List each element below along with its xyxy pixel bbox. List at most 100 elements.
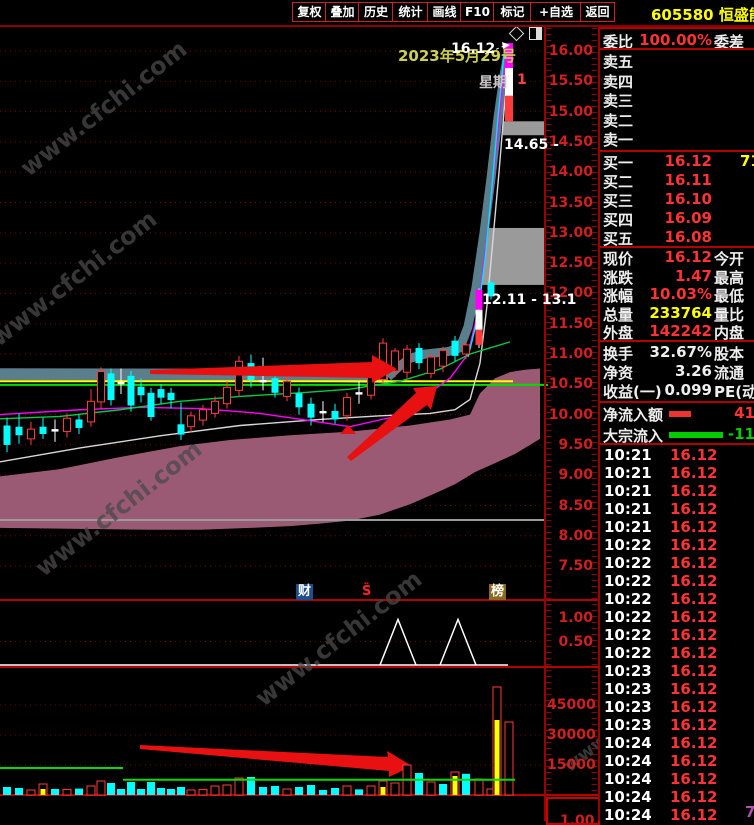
buy-triangle-marker (340, 425, 356, 434)
trade-tick-row[interactable]: 10:21 16.12 (600, 482, 754, 500)
stock-title: 605580 恒盛能源 (651, 4, 754, 25)
tick-price: 16.12 (670, 680, 718, 698)
ask-row[interactable]: 卖四 (600, 71, 754, 91)
ma-line-white (0, 56, 510, 463)
candle-down (177, 424, 185, 435)
trade-tick-row[interactable]: 10:23 16.12 (600, 716, 754, 734)
candle-down (107, 373, 115, 401)
tick-time: 10:22 (604, 626, 652, 644)
trade-tick-row[interactable]: 10:22 16.12 (600, 644, 754, 662)
stat-row: 外盘 142242 内盘 (600, 322, 754, 343)
stat-right-label: 最高 (714, 268, 745, 287)
price-axis-label: 11.00 (548, 346, 593, 362)
tick-price: 16.12 (670, 536, 718, 554)
pane-badge[interactable]: 榜 (489, 584, 507, 600)
bid-row[interactable]: 买一 16.12 71 (600, 152, 754, 172)
trade-tick-row[interactable]: 10:23 16.12 (600, 662, 754, 680)
pane-badge[interactable]: 财 (296, 584, 314, 600)
volume-bar-down (331, 788, 339, 795)
pane-badge[interactable]: Ŝ (362, 584, 372, 599)
tick-price: 16.12 (670, 626, 718, 644)
tick-time: 10:22 (604, 608, 652, 626)
trade-tick-row[interactable]: 10:24 16.12 (600, 770, 754, 788)
candle-down (75, 419, 83, 428)
trade-tick-row[interactable]: 10:24 16.12 (600, 806, 754, 821)
stat-value: 1.47 (674, 266, 712, 285)
panel-divider (600, 401, 754, 403)
toolbar-button[interactable]: 历史 (358, 2, 394, 22)
gap-zone-box (481, 227, 545, 285)
price-axis-label: 15.00 (548, 103, 593, 120)
tick-price: 16.12 (670, 608, 718, 626)
ask-row[interactable]: 卖三 (600, 90, 754, 110)
trade-tick-row[interactable]: 10:21 16.12 (600, 446, 754, 464)
bid-row[interactable]: 买三 16.10 (600, 190, 754, 210)
stat-value: 10.03% (649, 285, 712, 304)
volume-axis-label: 15000 (547, 757, 596, 773)
candle-down (157, 389, 165, 398)
candle-up (63, 417, 71, 433)
toolbar-button[interactable]: 画线 (427, 2, 462, 22)
toolbar-button[interactable]: 标记 (493, 2, 532, 22)
ask-row[interactable]: 卖五 (600, 51, 754, 71)
stat-right-label: 内盘 (714, 324, 745, 343)
trade-tick-row[interactable]: 10:23 16.12 (600, 680, 754, 698)
trade-tick-row[interactable]: 10:22 16.12 (600, 608, 754, 626)
flow-bar (669, 411, 691, 417)
candle-up (223, 386, 231, 405)
candle-doji (259, 380, 267, 383)
volume-bar-down (167, 789, 175, 795)
trade-tick-row[interactable]: 10:24 16.12 (600, 734, 754, 752)
trade-tick-row[interactable]: 10:22 16.12 (600, 572, 754, 590)
ask-row[interactable]: 卖二 (600, 110, 754, 130)
price-axis-label: 14.00 (548, 164, 593, 181)
toolbar-button[interactable]: 统计 (392, 2, 429, 22)
flow-label: 净流入额 (603, 406, 664, 424)
price-axis-label: 11.50 (548, 315, 593, 332)
trade-tick-row[interactable]: 10:22 16.12 (600, 554, 754, 572)
volume-bar-down (295, 787, 303, 795)
trade-tick-row[interactable]: 10:21 16.12 (600, 500, 754, 518)
candle-down (39, 426, 47, 434)
stat-label: 收益(一) (603, 383, 662, 401)
toolbar-button[interactable]: 复权 (292, 2, 327, 22)
trade-tick-row[interactable]: 10:22 16.12 (600, 536, 754, 554)
volume-bar-up (26, 789, 36, 796)
toolbar-button[interactable]: +自选 (530, 2, 582, 22)
bid-price: 16.10 (664, 190, 712, 208)
split-window-icon[interactable] (529, 27, 542, 40)
bid-price: 16.09 (664, 209, 712, 227)
trade-tick-row[interactable]: 10:21 16.12 (600, 518, 754, 536)
bid-row[interactable]: 买五 16.08 (600, 228, 754, 248)
candle-down (487, 282, 495, 297)
bid-row[interactable]: 买四 16.09 (600, 209, 754, 229)
trade-tick-row[interactable]: 10:23 16.12 (600, 698, 754, 716)
toolbar-button[interactable]: F10 (460, 2, 495, 22)
tick-price: 16.12 (670, 752, 718, 770)
flow-value: -11 (727, 425, 754, 443)
tick-price: 16.12 (670, 554, 718, 572)
trade-tick-row[interactable]: 10:22 16.12 (600, 626, 754, 644)
volume-bar-block-fill (380, 787, 386, 795)
volume-bar-up (96, 780, 106, 796)
bid-row[interactable]: 买二 16.11 (600, 171, 754, 191)
trade-tick-row[interactable]: 10:22 16.12 (600, 590, 754, 608)
candle-up (87, 400, 95, 423)
tick-time: 10:22 (604, 536, 652, 554)
trade-tick-row[interactable]: 10:24 16.12 (600, 752, 754, 770)
stat-row: 净资 3.26 流通 (600, 362, 754, 382)
stat-right-label: 量比 (714, 305, 745, 324)
candle-up (187, 415, 195, 428)
trade-tick-row[interactable]: 10:21 16.12 (600, 464, 754, 482)
volume-bar-down (15, 788, 23, 795)
candle-up (403, 348, 411, 373)
stat-right-label: 今开 (714, 250, 745, 268)
ask-row[interactable]: 卖一 (600, 129, 754, 149)
panel-divider (600, 150, 754, 152)
candle-down (415, 347, 423, 364)
toolbar-button[interactable]: 返回 (580, 2, 615, 22)
trade-tick-row[interactable]: 10:24 16.12 (600, 788, 754, 806)
toolbar-button[interactable]: 叠加 (325, 2, 360, 22)
flow-label: 大宗流入 (603, 427, 664, 445)
